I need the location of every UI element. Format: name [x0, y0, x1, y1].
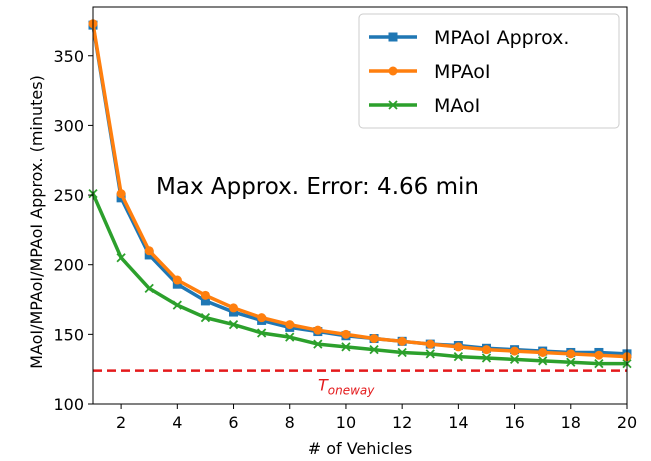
data-point-mpaoi: [313, 325, 323, 335]
data-point-mpaoi: [369, 334, 379, 344]
legend-label: MPAoI Approx.: [434, 27, 569, 49]
data-point-maoi: [453, 352, 464, 362]
data-point-maoi: [481, 353, 492, 363]
data-point-maoi: [594, 358, 604, 369]
legend-item-mpaoi: MPAoI: [369, 61, 491, 83]
y-tick-label: 300: [53, 116, 84, 135]
data-point-maoi: [172, 300, 182, 310]
series-group: [88, 19, 632, 369]
data-point-maoi: [566, 357, 576, 367]
data-point-mpaoi-approx: [200, 296, 210, 306]
data-point-mpaoi: [144, 246, 154, 256]
y-tick-label: 250: [53, 186, 84, 205]
legend-item-mpaoi-approx: MPAoI Approx.: [369, 27, 569, 49]
data-point-maoi: [228, 319, 239, 330]
y-axis-label: MAoI/MPAoI/MPAoI Approx. (minutes): [27, 75, 46, 369]
y-tick-label: 350: [53, 47, 84, 66]
x-tick-label: 12: [392, 413, 412, 432]
data-point-mpaoi: [397, 336, 407, 346]
legend-label: MAoI: [434, 95, 480, 117]
annotation-max-approx-error: Max Approx. Error: 4.66 min: [156, 174, 479, 200]
data-point-maoi: [144, 283, 154, 294]
x-tick-label: 16: [504, 413, 524, 432]
data-point-mpaoi: [566, 349, 576, 359]
data-point-mpaoi: [453, 342, 463, 352]
axes-group: 2 4 6 8 10 12 14 16 18 20 100 150 200 250 300 350: [53, 6, 637, 432]
data-point-mpaoi: [116, 189, 126, 199]
legend-label: MPAoI: [434, 61, 491, 83]
legend-box: [358, 13, 620, 129]
x-tick-label: 18: [561, 413, 581, 432]
y-tick-label: 150: [53, 325, 84, 344]
data-point-maoi: [313, 339, 323, 349]
plot-frame: [92, 6, 628, 405]
data-point-mpaoi: [257, 313, 267, 323]
legend: MPAoI Approx. MPAoI MAoI: [358, 13, 620, 129]
legend-marker: [388, 66, 398, 76]
data-point-maoi: [425, 349, 435, 359]
legend-item-maoi: MAoI: [369, 95, 480, 117]
data-point-mpaoi: [425, 339, 435, 349]
series-maoi: [88, 189, 632, 369]
reference-line-label: Toneway: [318, 376, 375, 398]
x-tick-label: 6: [228, 413, 238, 432]
data-point-maoi: [538, 356, 548, 366]
data-point-mpaoi: [594, 350, 604, 360]
data-point-maoi: [285, 332, 295, 342]
data-point-maoi: [341, 342, 351, 352]
data-point-mpaoi: [481, 345, 491, 355]
x-tick-label: 8: [285, 413, 295, 432]
x-tick-label: 4: [172, 413, 182, 432]
data-point-maoi: [509, 354, 520, 365]
data-point-mpaoi: [538, 347, 548, 357]
legend-marker: [388, 32, 398, 42]
series-line-mpaoi: [91, 23, 628, 359]
data-point-maoi: [116, 253, 126, 263]
data-point-maoi: [397, 347, 407, 358]
x-tick-label: 14: [448, 413, 468, 432]
x-tick-label: 20: [617, 413, 637, 432]
y-tick-label: 100: [53, 395, 84, 414]
legend-marker: [388, 100, 398, 110]
data-point-maoi: [369, 345, 379, 355]
data-point-mpaoi: [341, 329, 351, 339]
data-point-mpaoi: [285, 320, 295, 330]
x-tick-label: 2: [116, 413, 126, 432]
x-tick-label: 10: [336, 413, 356, 432]
data-point-maoi: [256, 328, 267, 338]
data-point-mpaoi: [229, 303, 239, 313]
data-point-maoi: [200, 312, 211, 323]
data-point-mpaoi: [200, 290, 210, 300]
y-tick-label: 200: [53, 256, 84, 275]
reference-line-group: Toneway: [93, 369, 627, 398]
data-point-mpaoi: [510, 346, 520, 356]
series-line-maoi: [91, 192, 627, 366]
data-point-mpaoi: [172, 275, 182, 285]
x-axis-label: # of Vehicles: [308, 439, 413, 458]
